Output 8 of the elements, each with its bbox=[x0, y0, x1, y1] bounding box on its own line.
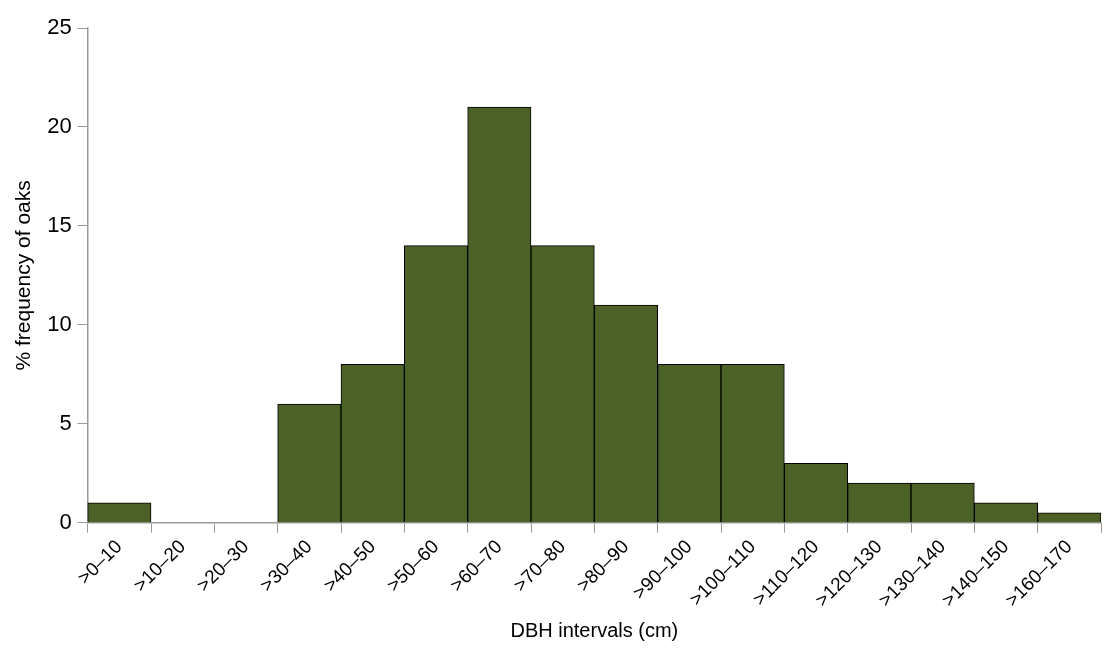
y-tick-label: 5 bbox=[59, 409, 72, 435]
x-axis-title: DBH intervals (cm) bbox=[510, 618, 679, 641]
y-tick-label: 0 bbox=[59, 508, 72, 534]
y-tick-label: 10 bbox=[47, 310, 72, 336]
y-tick-label: 25 bbox=[47, 14, 72, 40]
y-axis-title: % frequency of oaks bbox=[11, 180, 35, 371]
y-tick-label: 15 bbox=[47, 211, 72, 237]
y-tick-label: 20 bbox=[47, 113, 72, 139]
